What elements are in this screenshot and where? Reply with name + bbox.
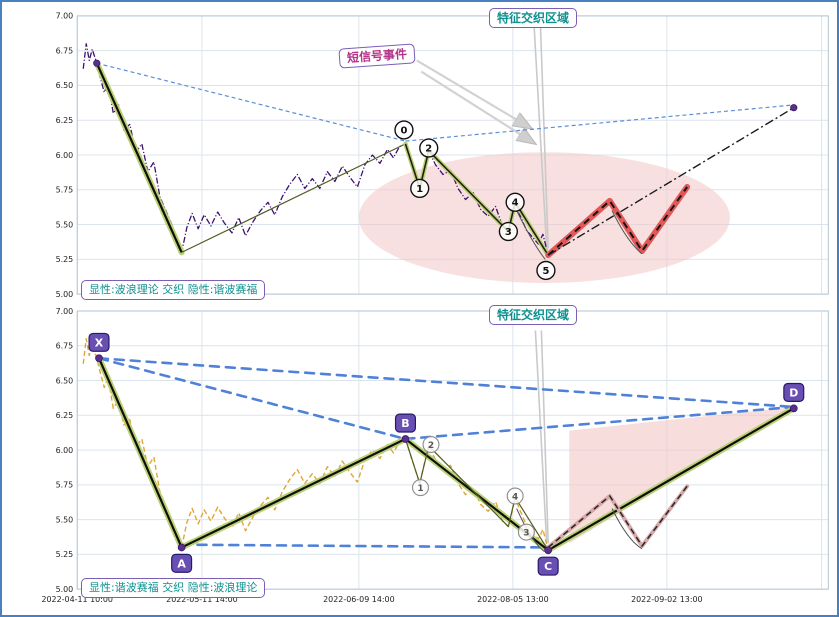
series-price [82, 338, 549, 551]
series-retrace-a0 [181, 143, 406, 253]
y-tick-label: 6.00 [56, 151, 74, 160]
x-tick-label: 2022-04-11 10:00 [41, 595, 113, 604]
y-tick-label: 5.25 [56, 550, 74, 559]
harmonic-point-dot-C [544, 546, 553, 555]
series-arc-1 [516, 210, 546, 260]
series-trend-xb [96, 62, 406, 142]
series-price [82, 43, 549, 256]
series-trend-bd [405, 104, 794, 142]
wave-number: 4 [512, 198, 519, 209]
harmonic-point-dot-A [177, 543, 186, 552]
wave-circle [536, 260, 556, 281]
y-tick-label: 5.75 [56, 481, 74, 490]
y-tick-label: 7.00 [56, 12, 74, 21]
wave-circle [411, 479, 429, 497]
y-tick-label: 6.00 [56, 446, 74, 455]
wave-circle [498, 221, 519, 242]
series-signal-arrow-2 [420, 70, 535, 144]
y-tick-label: 5.00 [56, 585, 74, 594]
point-marker [790, 104, 798, 112]
y-tick-label: 5.50 [56, 515, 74, 524]
y-tick-label: 5.50 [56, 220, 74, 229]
y-tick-label: 7.00 [56, 307, 74, 316]
wave-circle [506, 487, 524, 505]
harmonic-badge-label-X: X [95, 336, 104, 349]
feature-zone-label-bottom: 特征交织区域 [489, 305, 578, 325]
wave-circle [394, 120, 414, 140]
y-tick-label: 6.75 [56, 46, 74, 55]
series-arc-2 [611, 508, 643, 550]
panel-border-bottom [76, 310, 829, 590]
harmonic-badge-A [171, 553, 193, 573]
y-tick-label: 6.50 [56, 81, 74, 90]
series-trend-bd [404, 405, 796, 441]
wave-number: 3 [523, 529, 529, 539]
wave-circle [419, 138, 439, 158]
series-forecast-zigzag [547, 485, 688, 549]
series-forecast-zigzag [547, 186, 688, 256]
mode-label-top: 显性:波浪理论 交织 隐性:谐波赛福 [81, 280, 266, 300]
y-tick-label: 6.75 [56, 342, 74, 351]
harmonic-point-dot-X [95, 354, 103, 363]
series-trend-xd [97, 356, 796, 409]
harmonic-point-dot-B [401, 435, 410, 443]
wave-number: 0 [401, 125, 408, 136]
x-tick-label: 2022-09-02 13:00 [631, 595, 703, 604]
feature-zone-label-top: 特征交织区域 [489, 8, 578, 28]
x-tick-label: 2022-08-05 13:00 [477, 595, 549, 604]
wave-circle [422, 436, 440, 454]
wave-circle [517, 523, 535, 541]
wave-number: 1 [417, 484, 423, 494]
series-event-line-2 [540, 330, 549, 544]
series-projection [547, 107, 795, 256]
harmonic-point-dot-D [789, 404, 798, 413]
wave-circle [505, 192, 525, 212]
harmonic-badge-C [537, 556, 559, 576]
harmonic-badge-D [783, 382, 805, 402]
mode-label-bottom: 显性:谐波赛福 交织 隐性:波浪理论 [81, 578, 266, 598]
x-tick-label: 2022-05-11 14:00 [166, 595, 238, 604]
point-marker [93, 59, 101, 67]
y-tick-label: 5.00 [56, 290, 74, 299]
series-signal-arrow-1 [416, 59, 532, 128]
wave-number: 1 [416, 184, 423, 195]
y-tick-label: 6.50 [56, 376, 74, 385]
series-wave-path [404, 438, 549, 551]
y-tick-label: 6.25 [56, 116, 74, 125]
wave-number: 5 [542, 266, 549, 277]
harmonic-badge-label-B: B [401, 417, 409, 430]
y-tick-label: 5.75 [56, 186, 74, 195]
panel-border-top [76, 15, 829, 295]
harmonic-badge-label-C: C [544, 560, 552, 573]
series-arc-2 [611, 210, 643, 255]
x-tick-label: 2022-06-09 14:00 [323, 595, 395, 604]
series-impulse-xa [95, 62, 183, 253]
wave-number: 3 [505, 227, 512, 238]
series-trend-ac [180, 543, 550, 549]
harmonic-badge-label-A: A [177, 557, 186, 570]
wave-number: 2 [428, 441, 434, 451]
y-tick-label: 5.25 [56, 255, 74, 264]
series-trend-xb [97, 356, 407, 441]
wave-circle [410, 178, 430, 199]
wave-number: 4 [512, 492, 518, 502]
y-tick-label: 6.25 [56, 411, 74, 420]
harmonic-badge-label-D: D [789, 386, 798, 399]
harmonic-badge-B [394, 413, 416, 433]
series-event-line-1 [534, 330, 548, 544]
wave-number: 2 [425, 143, 432, 154]
harmonic-badge-X [88, 332, 110, 352]
